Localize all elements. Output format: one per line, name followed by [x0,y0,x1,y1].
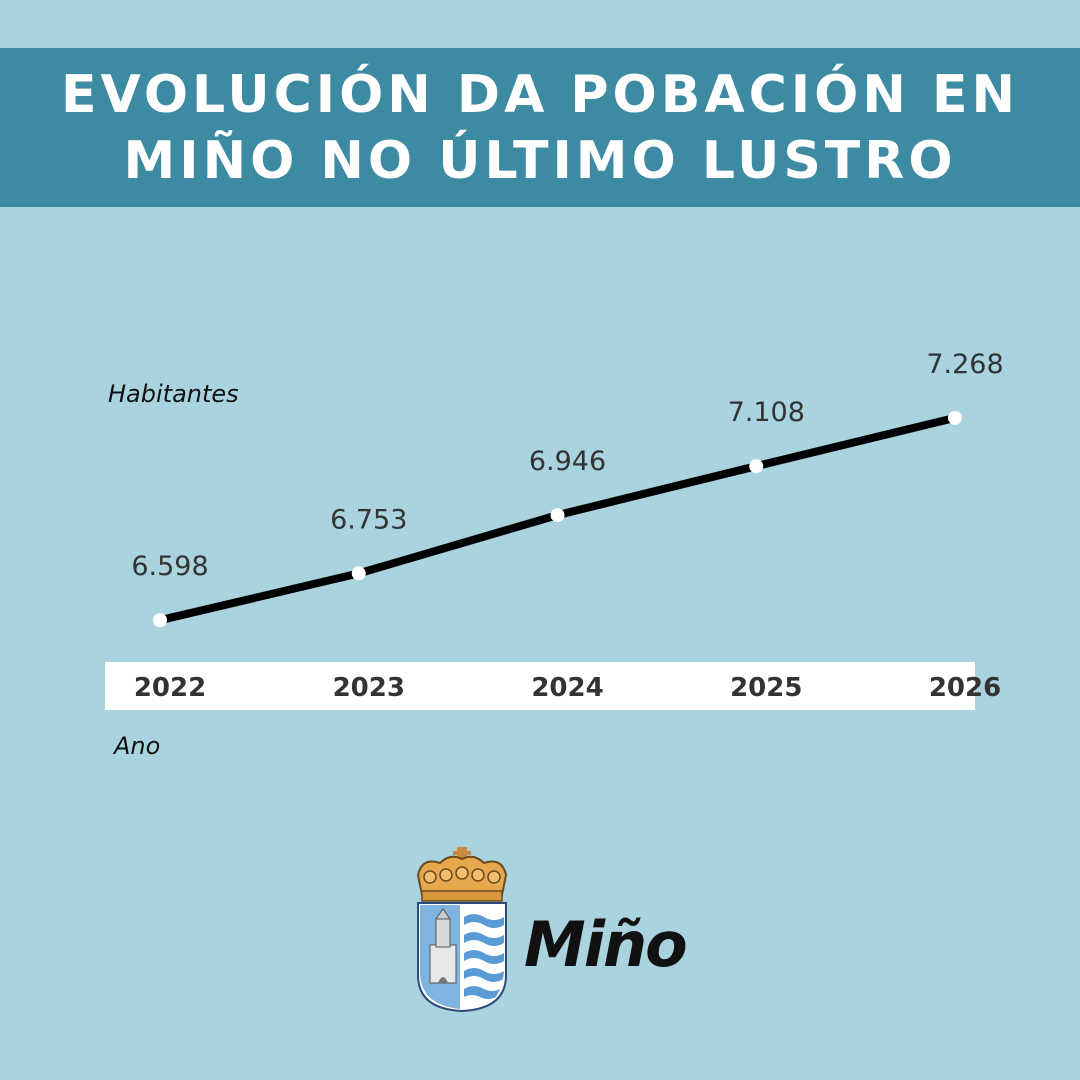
data-point-2025 [749,459,764,474]
x-tick-label-2026: 2026 [929,673,1001,703]
data-label-2024: 6.946 [529,446,606,477]
x-tick-label-2024: 2024 [531,673,603,703]
x-axis-label: Ano [114,732,161,760]
x-axis-band [105,662,975,710]
x-tick-label-2023: 2023 [333,673,405,703]
y-axis-label: Habitantes [108,380,239,408]
coat-of-arms-icon [416,847,508,1013]
x-tick-label-2025: 2025 [730,673,802,703]
data-label-2023: 6.753 [330,504,407,535]
data-label-2022: 6.598 [131,551,208,582]
data-point-2026 [948,410,962,425]
data-point-2024 [550,508,565,523]
x-tick-label-2022: 2022 [134,673,206,703]
data-label-2026: 7.268 [926,349,1003,380]
data-point-2022 [153,613,167,628]
brand-logo-text: Miño [524,908,688,981]
page-title-line-2: MIÑO NO ÚLTIMO LUSTRO [123,130,957,191]
data-label-2025: 7.108 [728,397,805,428]
data-point-2023 [351,566,366,581]
shield-icon [417,902,507,1013]
title-banner: EVOLUCIÓN DA POBACIÓN EN MIÑO NO ÚLTIMO … [0,48,1080,207]
crown-icon [416,847,508,902]
page-title-line-1: EVOLUCIÓN DA POBACIÓN EN [61,64,1019,125]
